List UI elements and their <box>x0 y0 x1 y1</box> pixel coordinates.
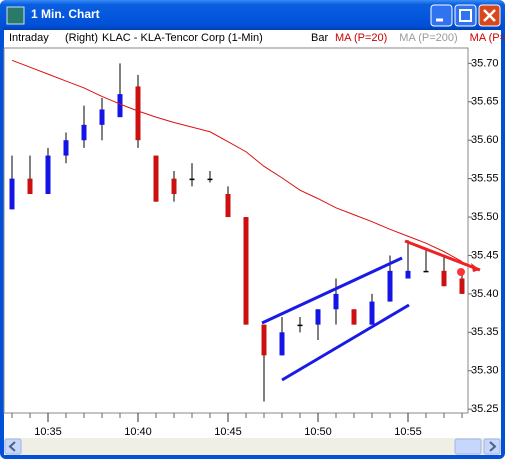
header-symbol: KLAC - KLA-Tencor Corp (1-Min) <box>102 32 263 44</box>
resistance-line[interactable] <box>404 239 481 272</box>
indicator-label: MA (P=200) <box>399 32 457 44</box>
candle-body <box>9 178 15 210</box>
candle-body <box>297 324 303 327</box>
candle-body <box>315 309 321 325</box>
y-tick-label: 35.25 <box>471 403 499 415</box>
candle-body <box>423 270 429 273</box>
y-tick-label: 35.35 <box>471 326 499 338</box>
candle-body <box>351 309 357 325</box>
candle-body <box>387 270 393 302</box>
maximize-icon <box>459 9 472 22</box>
header-mode: Intraday <box>9 32 49 44</box>
app-icon <box>6 6 25 25</box>
client-area <box>4 30 501 455</box>
candle-body <box>27 178 33 194</box>
minimize-button[interactable] <box>430 4 453 27</box>
candle-body <box>459 278 465 294</box>
candle-body <box>369 301 375 325</box>
candle-body <box>135 86 141 141</box>
scroll-thumb[interactable] <box>454 438 482 455</box>
last-price-marker <box>457 268 465 276</box>
y-tick-label: 35.40 <box>471 288 499 300</box>
candle-body <box>225 194 231 218</box>
moving-average-line <box>11 59 463 263</box>
y-tick-label: 35.50 <box>471 211 499 223</box>
scroll-right-icon <box>489 441 497 452</box>
y-tick-label: 35.30 <box>471 365 499 377</box>
candle-body <box>99 109 105 125</box>
y-tick-label: 35.55 <box>471 173 499 185</box>
scroll-left-button[interactable] <box>4 438 22 455</box>
x-tick-label: 10:50 <box>304 426 332 438</box>
scroll-right-button[interactable] <box>483 438 501 455</box>
candle-body <box>405 270 411 279</box>
candle-body <box>189 178 195 181</box>
candle-body <box>333 293 339 310</box>
candle-body <box>117 94 123 118</box>
candle-body <box>441 270 447 287</box>
candle-body <box>81 124 87 141</box>
plot-frame <box>3 47 469 414</box>
y-tick-label: 35.60 <box>471 134 499 146</box>
indicator-label: MA (P=20) <box>335 32 387 44</box>
x-tick-label: 10:35 <box>34 426 62 438</box>
scrollbar[interactable] <box>4 438 501 455</box>
candle-body <box>261 324 267 356</box>
x-tick-label: 10:40 <box>124 426 152 438</box>
candle-body <box>45 155 51 194</box>
title-bar <box>0 0 505 30</box>
y-tick-label: 35.70 <box>471 57 499 69</box>
candle-body <box>243 217 249 325</box>
indicator-label: MA (P=6 <box>470 32 505 44</box>
scroll-left-icon <box>8 441 16 452</box>
window-title: 1 Min. Chart <box>31 7 100 21</box>
candle-body <box>207 178 213 181</box>
header-axis-side: (Right) <box>65 32 98 44</box>
header-bar: Bar <box>311 32 328 44</box>
x-tick-label: 10:55 <box>394 426 422 438</box>
candle-body <box>279 332 285 356</box>
channel-lower-line[interactable] <box>281 303 410 382</box>
candle-body <box>153 155 159 202</box>
channel-upper-line[interactable] <box>261 256 403 325</box>
candle-body <box>63 140 69 156</box>
resistance-arrow <box>471 263 480 272</box>
close-icon <box>483 9 496 22</box>
candle-body <box>171 178 177 194</box>
maximize-button[interactable] <box>454 4 477 27</box>
x-tick-label: 10:45 <box>214 426 242 438</box>
y-tick-label: 35.45 <box>471 249 499 261</box>
y-tick-label: 35.65 <box>471 96 499 108</box>
